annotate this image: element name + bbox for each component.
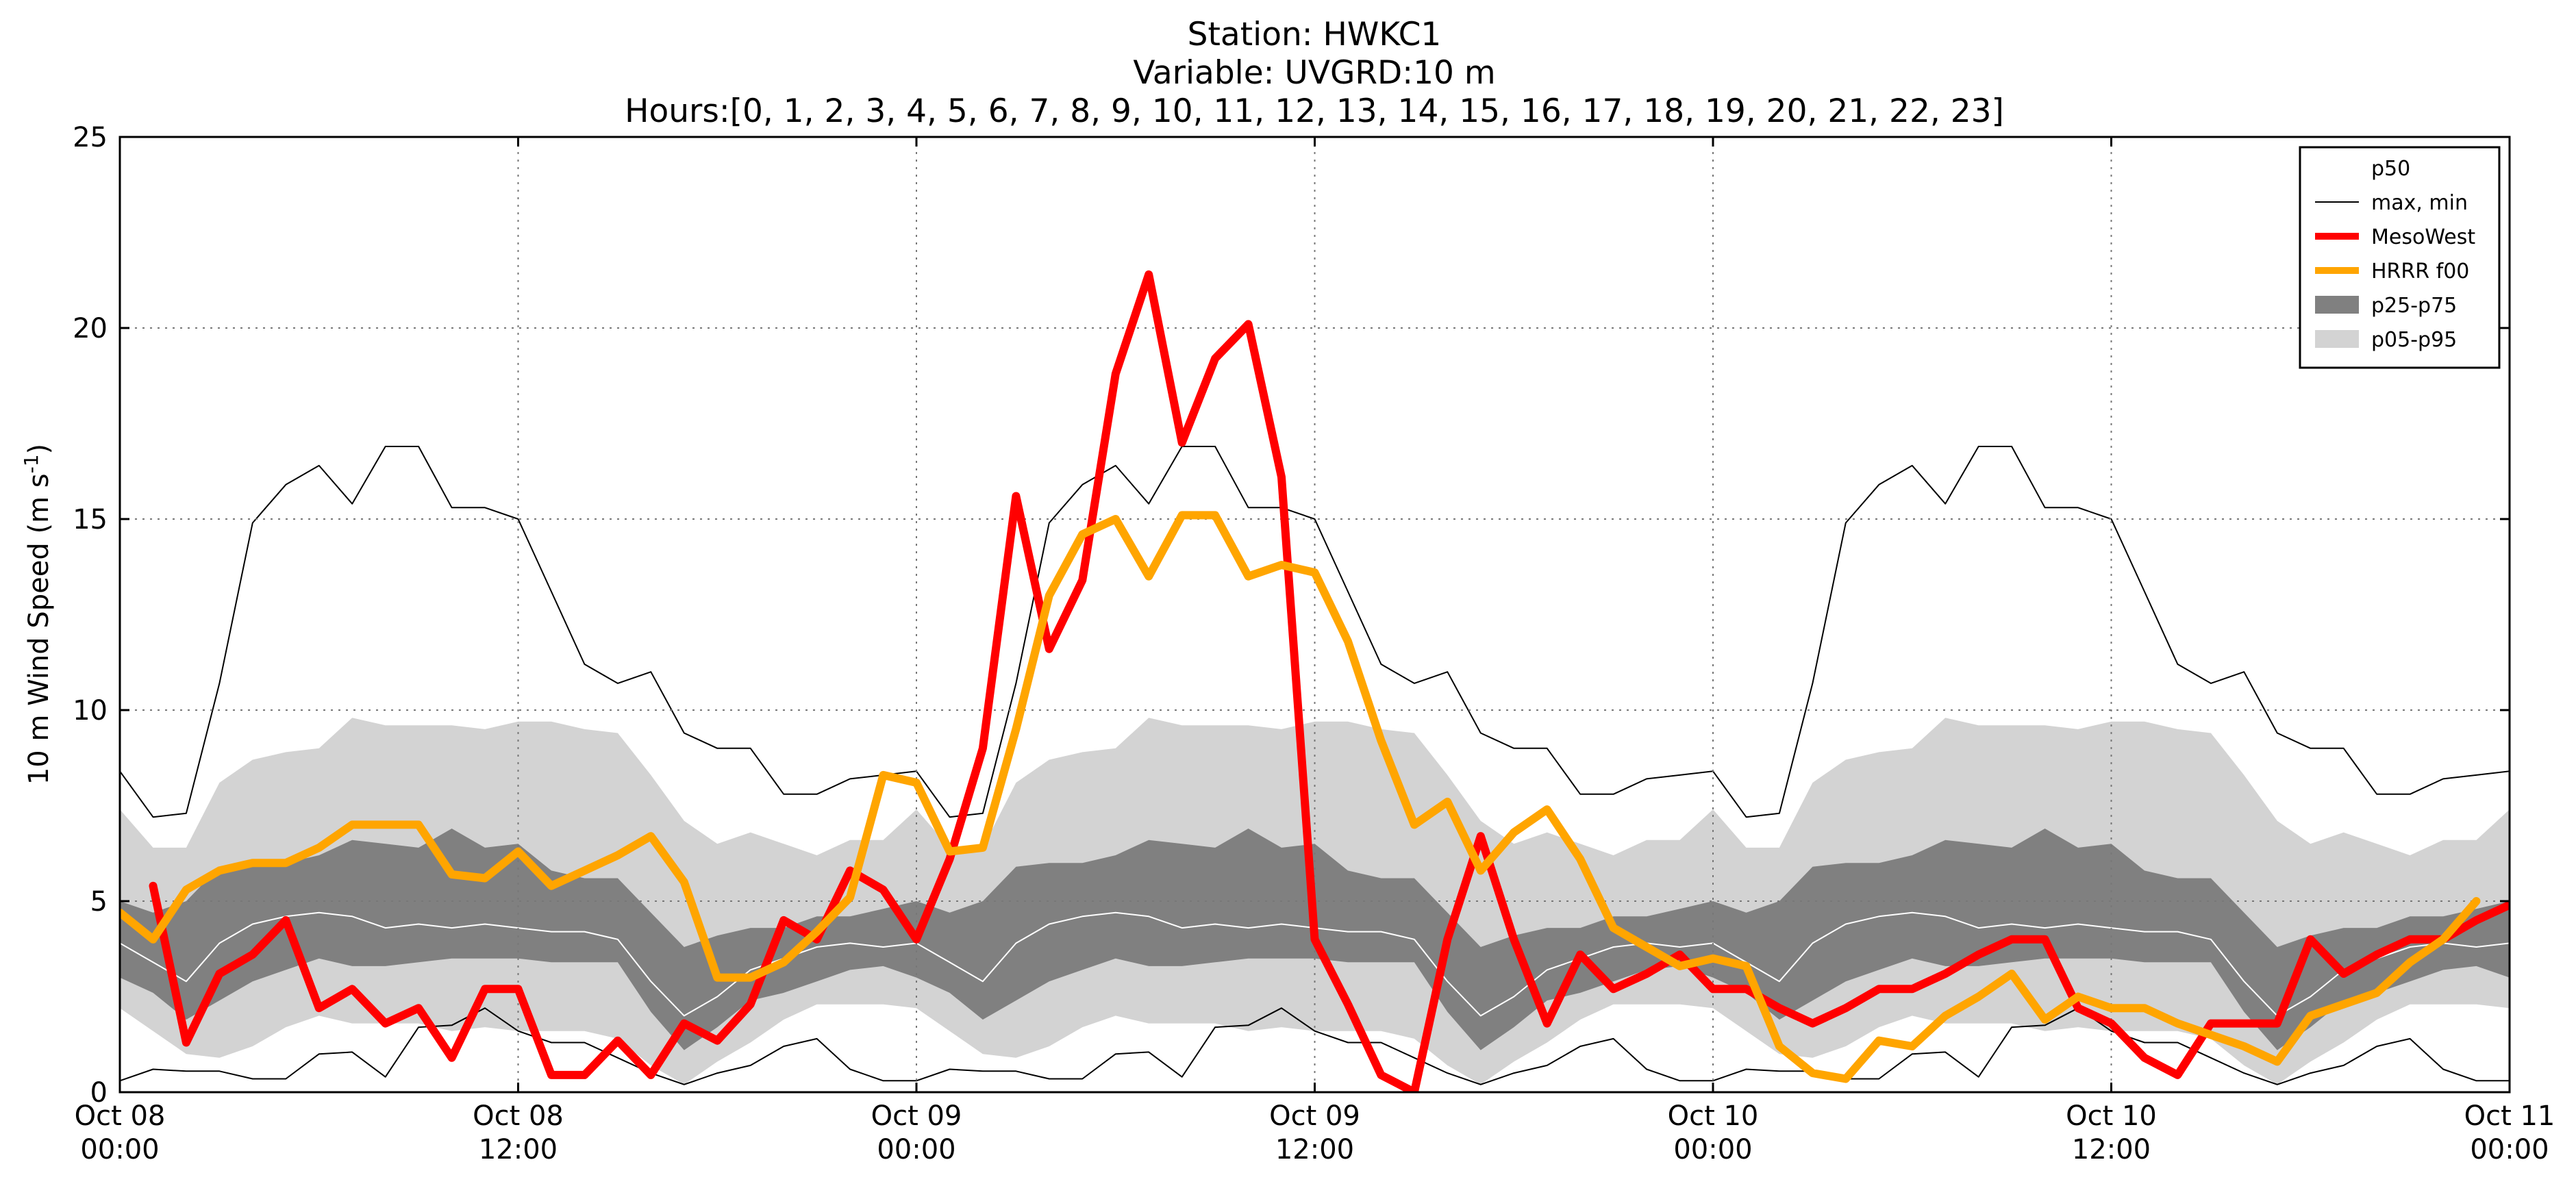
x-tick-time-1: 12:00 <box>479 1134 558 1165</box>
y-tick-label-3: 15 <box>73 504 108 535</box>
y-axis-label-main: 10 m Wind Speed (m s <box>23 473 55 785</box>
series-mesowest <box>149 270 2510 1092</box>
title-line-3: Hours:[0, 1, 2, 3, 4, 5, 6, 7, 8, 9, 10,… <box>625 92 2004 130</box>
grid-lines <box>120 137 2510 1092</box>
legend-swatch-p05-p95 <box>2315 330 2359 348</box>
line-max <box>120 446 2510 818</box>
legend-swatch-p25-p75 <box>2315 296 2359 314</box>
chart-title: Station: HWKC1 Variable: UVGRD:10 m Hour… <box>625 16 2004 130</box>
x-tick-label-2: Oct 09 <box>871 1100 962 1132</box>
legend-label-p50: p50 <box>2371 157 2410 181</box>
legend-label-p05-p95: p05-p95 <box>2371 328 2457 352</box>
x-tick-time-5: 12:00 <box>2072 1134 2151 1165</box>
legend: p50 max, min MesoWest HRRR f00 p25-p75 p05-p9… <box>2299 146 2501 369</box>
x-tick-label-0: Oct 08 <box>75 1100 166 1132</box>
plot-area <box>120 137 2510 1092</box>
line-min <box>120 1007 2510 1085</box>
title-line-1: Station: HWKC1 <box>1188 16 1442 53</box>
legend-label-mesowest: MesoWest <box>2371 225 2475 249</box>
x-tick-label-5: Oct 10 <box>2066 1100 2157 1132</box>
x-tick-label-6: Oct 11 <box>2464 1100 2555 1132</box>
y-tick-label-1: 5 <box>90 886 108 918</box>
title-line-2: Variable: UVGRD:10 m <box>1133 54 1495 92</box>
y-axis-label-close: ) <box>23 444 55 455</box>
y-tick-label-4: 20 <box>73 313 108 344</box>
legend-label-hrrr-f00: HRRR f00 <box>2371 260 2469 283</box>
y-tick-label-5: 25 <box>73 122 108 153</box>
y-tick-label-0: 0 <box>90 1077 108 1109</box>
y-tick-label-2: 10 <box>73 695 108 727</box>
legend-label-p25-p75: p25-p75 <box>2371 294 2457 318</box>
x-tick-time-4: 00:00 <box>1673 1134 1752 1165</box>
y-axis-label: 10 m Wind Speed (m s-1) <box>20 444 55 785</box>
data-series <box>120 270 2510 1092</box>
x-tick-time-0: 00:00 <box>80 1134 159 1165</box>
x-tick-label-4: Oct 10 <box>1668 1100 1759 1132</box>
x-tick-time-3: 12:00 <box>1275 1134 1354 1165</box>
legend-label-max-min: max, min <box>2371 191 2468 215</box>
x-tick-time-2: 00:00 <box>877 1134 955 1165</box>
x-tick-label-1: Oct 08 <box>473 1100 564 1132</box>
series-hrrr-f00 <box>120 511 2481 1083</box>
x-tick-time-6: 00:00 <box>2470 1134 2549 1165</box>
y-axis-label-exponent: -1 <box>20 454 42 473</box>
x-tick-label-3: Oct 09 <box>1269 1100 1360 1132</box>
